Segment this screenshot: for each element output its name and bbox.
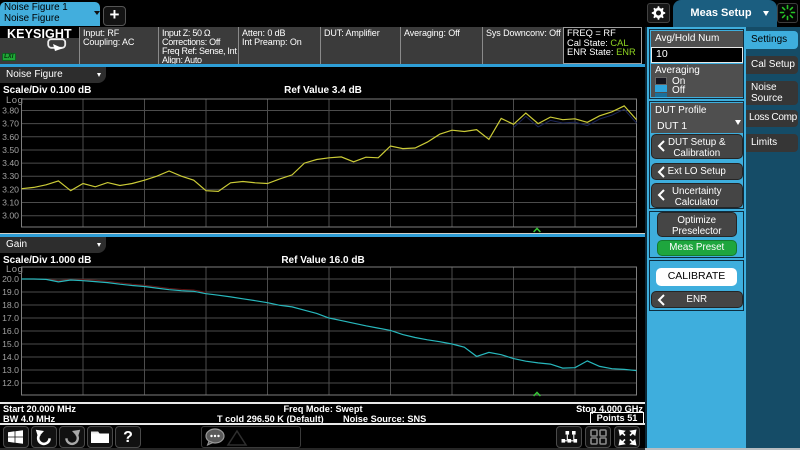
svg-text:3.70: 3.70 [2,119,19,129]
svg-text:18.0: 18.0 [2,300,19,310]
svg-text:19.0: 19.0 [2,287,19,297]
svg-text:3.40: 3.40 [2,158,19,168]
svg-text:3.50: 3.50 [2,145,19,155]
svg-text:14.0: 14.0 [2,352,19,362]
svg-text:3.00: 3.00 [2,211,19,221]
svg-text:3.60: 3.60 [2,132,19,142]
svg-text:12.0: 12.0 [2,378,19,388]
svg-text:3.30: 3.30 [2,171,19,181]
svg-text:20.0: 20.0 [2,274,19,284]
svg-text:3.80: 3.80 [2,106,19,116]
svg-text:Log: Log [6,95,23,106]
svg-text:17.0: 17.0 [2,313,19,323]
svg-text:Log: Log [6,264,23,275]
svg-text:13.0: 13.0 [2,365,19,375]
svg-text:3.20: 3.20 [2,184,19,194]
svg-text:3.10: 3.10 [2,198,19,208]
svg-text:16.0: 16.0 [2,326,19,336]
svg-text:15.0: 15.0 [2,339,19,349]
